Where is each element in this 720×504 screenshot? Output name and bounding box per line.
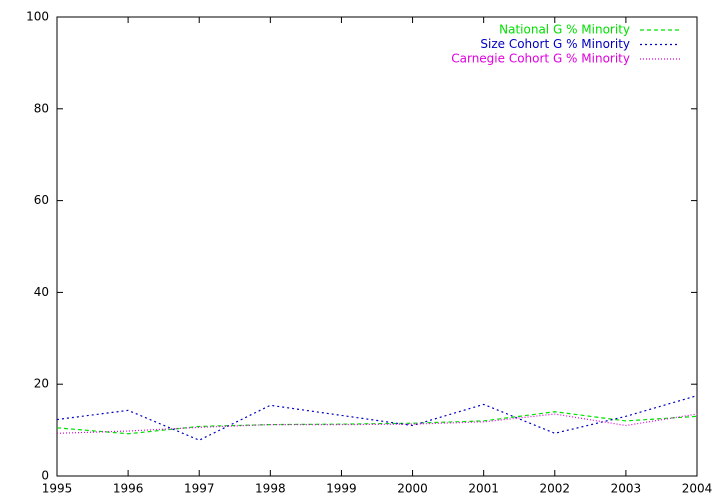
y-tick-label: 80: [34, 101, 49, 115]
y-tick-label: 100: [26, 10, 49, 24]
plot-frame: [56, 16, 698, 477]
y-tick-label: 20: [34, 377, 49, 391]
x-tick-label: 2004: [682, 482, 713, 496]
x-tick-label: 1999: [326, 482, 357, 496]
x-tick-label: 1996: [113, 482, 144, 496]
x-tick-label: 2003: [611, 482, 642, 496]
x-tick-label: 2000: [397, 482, 428, 496]
y-tick-label: 60: [34, 193, 49, 207]
x-tick-label: 1998: [255, 482, 286, 496]
series-line: [56, 411, 698, 435]
x-tick-label: 1995: [42, 482, 73, 496]
series-line: [56, 413, 698, 434]
y-tick-label: 0: [41, 469, 49, 483]
x-tick-label: 2002: [540, 482, 571, 496]
series-line: [56, 395, 698, 441]
y-tick-label: 40: [34, 285, 49, 299]
legend-label: National G % Minority: [499, 23, 630, 37]
x-tick-label: 1997: [184, 482, 215, 496]
x-tick-label: 2001: [468, 482, 499, 496]
legend-label: Carnegie Cohort G % Minority: [451, 52, 630, 66]
legend-label: Size Cohort G % Minority: [480, 37, 630, 51]
